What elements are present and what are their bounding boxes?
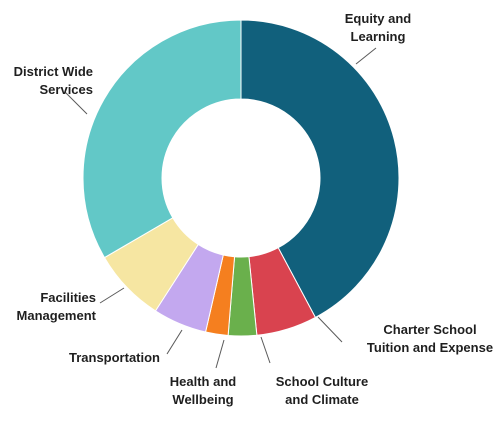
- label-line: Wellbeing: [172, 392, 233, 407]
- label-health-and-wellbeing: Health and Wellbeing: [170, 374, 237, 407]
- leader-line-charter-school-tuition-and-expense: [317, 316, 343, 343]
- label-charter-school-tuition-and-expense: Charter School Tuition and Expense: [367, 322, 493, 355]
- label-line: Learning: [351, 29, 406, 44]
- slice-equity-and-learning: [240, 19, 400, 319]
- label-line: and Climate: [285, 392, 359, 407]
- slice-district-wide-services: [82, 19, 242, 259]
- label-line: Management: [17, 308, 97, 323]
- label-line: School Culture: [276, 374, 368, 389]
- label-line: Services: [40, 82, 94, 97]
- label-line: Health and: [170, 374, 237, 389]
- label-line: Tuition and Expense: [367, 340, 493, 355]
- donut-slices: [82, 19, 400, 337]
- label-school-culture-and-climate: School Culture and Climate: [276, 374, 368, 407]
- leader-line-school-culture-and-climate: [260, 336, 271, 364]
- leader-lines: [64, 47, 377, 369]
- label-line: Equity and: [345, 11, 412, 26]
- leader-line-equity-and-learning: [355, 47, 377, 65]
- leader-line-district-wide-services: [64, 91, 88, 115]
- label-equity-and-learning: Equity and Learning: [345, 11, 412, 44]
- slice-labels: Equity and Learning Charter School Tuition …: [14, 11, 493, 407]
- label-line: Facilities: [40, 290, 96, 305]
- label-district-wide-services: District Wide Services: [14, 64, 93, 97]
- label-facilities-management: Facilities Management: [17, 290, 97, 323]
- label-line: Charter School: [383, 322, 476, 337]
- leader-line-transportation: [166, 329, 183, 355]
- label-line: District Wide: [14, 64, 93, 79]
- label-line: Transportation: [69, 350, 160, 365]
- leader-line-health-and-wellbeing: [215, 339, 225, 369]
- leader-line-facilities-management: [99, 287, 125, 304]
- label-transportation: Transportation: [69, 350, 160, 365]
